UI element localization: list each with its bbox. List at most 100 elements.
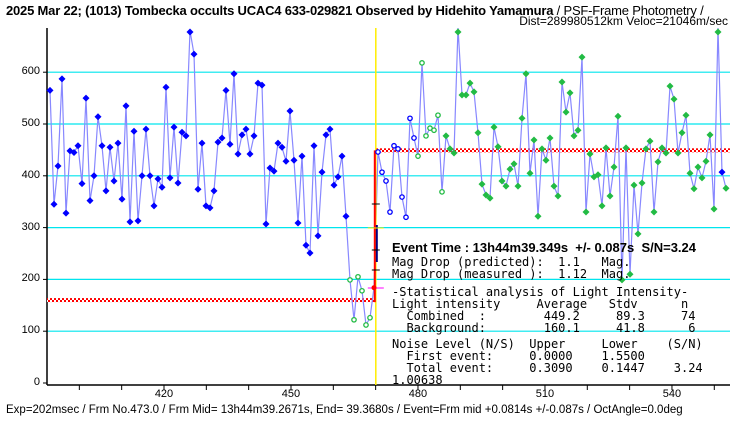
background-level-line: [47, 298, 376, 303]
data-point: [598, 202, 606, 210]
data-point: [602, 144, 610, 152]
data-point: [562, 108, 570, 116]
data-point: [622, 144, 630, 152]
data-point: [670, 95, 678, 103]
data-point: [154, 175, 162, 183]
y-tick-label: 600: [21, 65, 40, 78]
data-point: [138, 172, 146, 180]
data-point-hollow: [367, 314, 373, 321]
data-point-hollow: [403, 214, 409, 221]
data-point: [194, 185, 202, 193]
data-point: [474, 129, 482, 137]
data-point: [634, 230, 642, 238]
data-point: [298, 152, 306, 160]
data-point: [230, 70, 238, 78]
data-point-hollow: [399, 194, 405, 200]
data-point: [486, 194, 494, 202]
data-point: [566, 89, 574, 97]
data-point: [526, 169, 534, 177]
data-point: [222, 86, 230, 94]
y-tick-label: 100: [21, 324, 40, 337]
data-point: [114, 139, 122, 147]
data-point-hollow: [379, 169, 385, 176]
data-point: [134, 217, 142, 225]
data-point: [442, 132, 450, 140]
data-point: [110, 177, 118, 185]
data-point: [650, 208, 658, 216]
data-point: [158, 183, 166, 191]
data-point: [458, 91, 466, 99]
data-point: [278, 143, 286, 151]
data-point: [714, 28, 722, 36]
data-point: [678, 129, 686, 137]
data-point-hollow: [391, 142, 397, 149]
data-point-hollow: [419, 60, 425, 66]
data-point: [518, 114, 526, 122]
title-main: 2025 Mar 22; (1013) Tombecka occults UCA…: [6, 3, 554, 18]
data-point: [498, 177, 506, 185]
data-point: [86, 197, 94, 205]
data-point: [274, 139, 282, 147]
stats-line: First event: 0.0000 1.5500: [392, 349, 645, 363]
data-point: [466, 79, 474, 87]
data-point: [170, 123, 178, 131]
data-point: [702, 157, 710, 165]
data-point: [218, 134, 226, 142]
data-point: [682, 111, 690, 119]
data-point: [250, 132, 258, 140]
data-point: [594, 171, 602, 179]
data-point-hollow: [383, 178, 389, 184]
data-point: [706, 131, 714, 139]
data-point: [558, 78, 566, 86]
data-point: [530, 136, 538, 144]
data-point: [618, 276, 626, 284]
data-point-hollow: [387, 209, 393, 215]
stats-line: Mag Drop (predicted): 1.1 Mag.: [392, 255, 631, 269]
data-point: [54, 162, 62, 170]
data-point: [610, 163, 618, 171]
event-point: [371, 285, 377, 291]
data-point: [614, 112, 622, 120]
data-point-hollow: [415, 153, 421, 159]
data-point: [102, 187, 110, 195]
data-point: [106, 143, 114, 151]
data-point: [470, 88, 478, 96]
x-tick-label: 450: [281, 388, 301, 400]
data-point: [490, 123, 498, 131]
data-point: [334, 173, 342, 181]
data-point: [694, 163, 702, 171]
data-point-hollow: [407, 115, 413, 122]
data-point: [62, 209, 70, 217]
data-point: [654, 158, 662, 166]
data-point: [226, 140, 234, 148]
data-point: [262, 220, 270, 228]
data-point: [658, 144, 666, 152]
x-tick-label: 420: [154, 388, 174, 400]
data-point: [630, 181, 638, 189]
stats-line: 1.00638: [392, 373, 443, 387]
data-point: [502, 182, 510, 190]
data-point: [534, 212, 542, 220]
data-point: [58, 75, 66, 83]
data-point: [546, 134, 554, 142]
data-point-hollow: [423, 133, 429, 139]
data-point: [522, 70, 530, 78]
data-point: [126, 218, 134, 226]
stats-line: Mag Drop (measured ): 1.12 Mag.: [392, 267, 631, 281]
data-point: [690, 185, 698, 193]
y-tick-label: 0: [33, 376, 40, 388]
data-point: [446, 145, 454, 153]
x-tick-label: 480: [408, 388, 428, 400]
data-point: [554, 192, 562, 200]
data-point: [326, 125, 334, 133]
data-point: [686, 169, 694, 177]
data-point: [142, 125, 150, 133]
data-point: [538, 145, 546, 153]
data-point: [186, 28, 194, 36]
y-tick-label: 200: [21, 272, 40, 285]
data-point: [146, 172, 154, 180]
stats-line: Background: 160.1 41.8 6: [392, 321, 696, 335]
data-point: [582, 208, 590, 216]
data-point: [46, 86, 54, 94]
data-point: [510, 160, 518, 168]
